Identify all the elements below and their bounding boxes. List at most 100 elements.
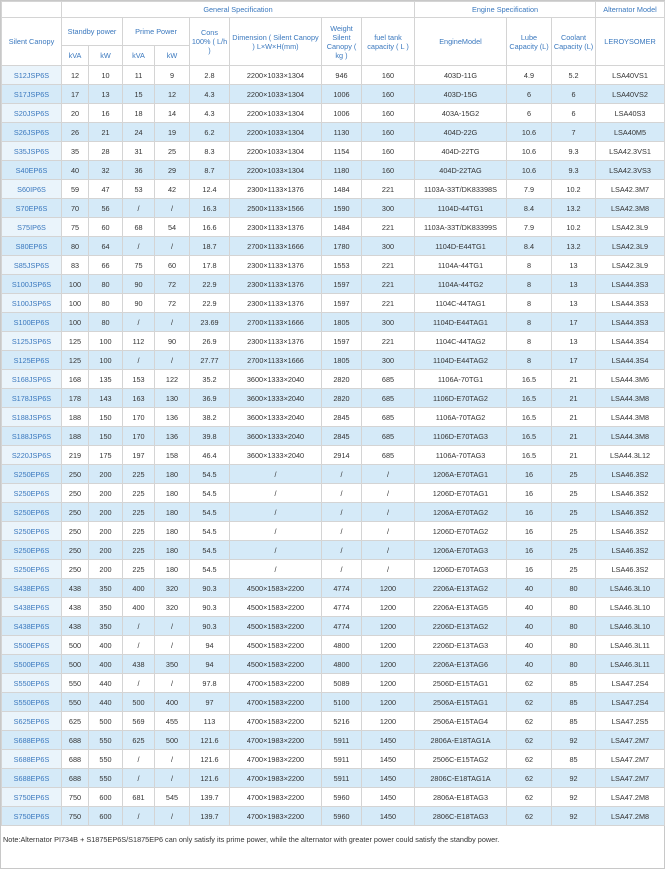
prime-kva-cell: / [122,198,155,218]
table-row: S250EP6S 250 200 225 180 54.5///1206A-E70TAG3… [1,540,665,560]
coolant-capacity-cell: 21 [550,426,597,446]
model-cell: S125JSP6S [1,331,62,351]
coolant-capacity-cell: 80 [550,616,597,636]
coolant-capacity-cell: 21 [550,369,597,389]
table-row: S688EP6S 688 550//121.6 4700×1983×2200 5911 1… [1,749,665,769]
engine-model-cell: 2206D-E13TAG3 [414,635,507,655]
dimension-cell: 4500×1583×2200 [229,578,322,598]
standby-kva-cell: 20 [61,103,89,123]
engine-model-cell: 1104C-44TAG1 [414,293,507,313]
prime-kva-cell: 569 [122,711,155,731]
table-row: S40EP6S 40 32 36 29 8.7 2200×1033×1304 1180 160 4… [1,160,665,180]
fuel-tank-cell: / [361,502,415,522]
group-header: Alternator Model [595,1,665,18]
weight-cell: 5911 [321,749,362,769]
weight-cell: 5216 [321,711,362,731]
prime-kw-cell: / [154,806,190,826]
engine-model-cell: 1104D-44TG1 [414,198,507,218]
coolant-capacity-cell: 80 [550,578,597,598]
engine-model-cell: 1104D-E44TG1 [414,236,507,256]
standby-kva-cell: 438 [61,578,89,598]
table-row: S550EP6S 550 440//97.8 4700×1583×2200 5089 12… [1,673,665,693]
model-cell: S688EP6S [1,730,62,750]
standby-kw-cell: 150 [88,407,123,427]
table-row: S250EP6S 250 200 225 180 54.5///1206A-E70TAG2… [1,502,665,522]
coolant-capacity-cell: 80 [550,654,597,674]
lube-capacity-cell: 8 [506,350,552,370]
lube-capacity-cell: 40 [506,635,552,655]
dimension-cell: 4500×1583×2200 [229,597,322,617]
model-cell: S500EP6S [1,654,62,674]
consumption-cell: 90.3 [189,616,230,636]
coolant-capacity-cell: 80 [550,635,597,655]
consumption-cell: 8.7 [189,160,230,180]
standby-kw-cell: 135 [88,369,123,389]
dimension-cell: 4700×1583×2200 [229,711,322,731]
table-row: S750EP6S 750 600 681 545 139.7 4700×1983×2200 5… [1,787,665,807]
prime-kw-cell: 54 [154,217,190,237]
standby-kw-cell: 350 [88,597,123,617]
lube-capacity-cell: 40 [506,616,552,636]
alternator-cell: LSA46.3L11 [595,635,665,655]
engine-model-cell: 404D-22TAG [414,160,507,180]
prime-kva-cell: 170 [122,426,155,446]
fuel-tank-cell: 221 [361,331,415,351]
prime-kva-cell: 90 [122,274,155,294]
prime-kva-cell: 163 [122,388,155,408]
standby-kva-cell: 26 [61,122,89,142]
standby-kw-cell: 440 [88,692,123,712]
weight-cell: / [321,521,362,541]
alternator-cell: LSA44.3M8 [595,426,665,446]
fuel-tank-cell: 1450 [361,768,415,788]
column-header: Lube Capacity (L) [506,17,552,66]
standby-kw-cell: 200 [88,559,123,579]
weight-cell: 946 [321,65,362,85]
standby-kva-cell: 188 [61,407,89,427]
model-cell: S550EP6S [1,673,62,693]
dimension-cell: 2200×1033×1304 [229,160,322,180]
dimension-cell: 2200×1033×1304 [229,84,322,104]
prime-kva-cell: 225 [122,483,155,503]
fuel-tank-cell: 221 [361,217,415,237]
alternator-cell: LSA42.3L9 [595,236,665,256]
coolant-capacity-cell: 25 [550,464,597,484]
fuel-tank-cell: 221 [361,179,415,199]
coolant-capacity-cell: 7 [550,122,597,142]
fuel-tank-cell: 685 [361,388,415,408]
standby-kva-cell: 250 [61,559,89,579]
prime-kva-cell: 225 [122,502,155,522]
prime-kva-cell: 500 [122,692,155,712]
coolant-capacity-cell: 17 [550,350,597,370]
model-cell: S250EP6S [1,559,62,579]
weight-cell: 4774 [321,616,362,636]
standby-kw-cell: 21 [88,122,123,142]
lube-capacity-cell: 8 [506,274,552,294]
dimension-cell: 3600×1333×2040 [229,369,322,389]
prime-kw-cell: 180 [154,483,190,503]
lube-capacity-cell: 7.9 [506,217,552,237]
standby-kva-cell: 550 [61,692,89,712]
alternator-cell: LSA46.3L11 [595,654,665,674]
column-header: fuel tank capacity ( L ) [361,17,415,66]
fuel-tank-cell: 300 [361,312,415,332]
engine-model-cell: 1104C-44TAG2 [414,331,507,351]
lube-capacity-cell: 4.9 [506,65,552,85]
engine-model-cell: 2506C-E15TAG2 [414,749,507,769]
lube-capacity-cell: 62 [506,768,552,788]
prime-kw-cell: 9 [154,65,190,85]
prime-kva-cell: 75 [122,255,155,275]
consumption-cell: 18.7 [189,236,230,256]
fuel-tank-cell: / [361,464,415,484]
model-cell: S625EP6S [1,711,62,731]
standby-kw-cell: 200 [88,483,123,503]
engine-model-cell: 2806A-E18TAG3 [414,787,507,807]
standby-kva-cell: 70 [61,198,89,218]
lube-capacity-cell: 16 [506,483,552,503]
prime-kw-cell: 180 [154,559,190,579]
engine-model-cell: 403A-15G2 [414,103,507,123]
weight-cell: 5911 [321,730,362,750]
lube-capacity-cell: 6 [506,84,552,104]
alternator-cell: LSA44.3L12 [595,445,665,465]
prime-kw-cell: / [154,198,190,218]
consumption-cell: 121.6 [189,749,230,769]
